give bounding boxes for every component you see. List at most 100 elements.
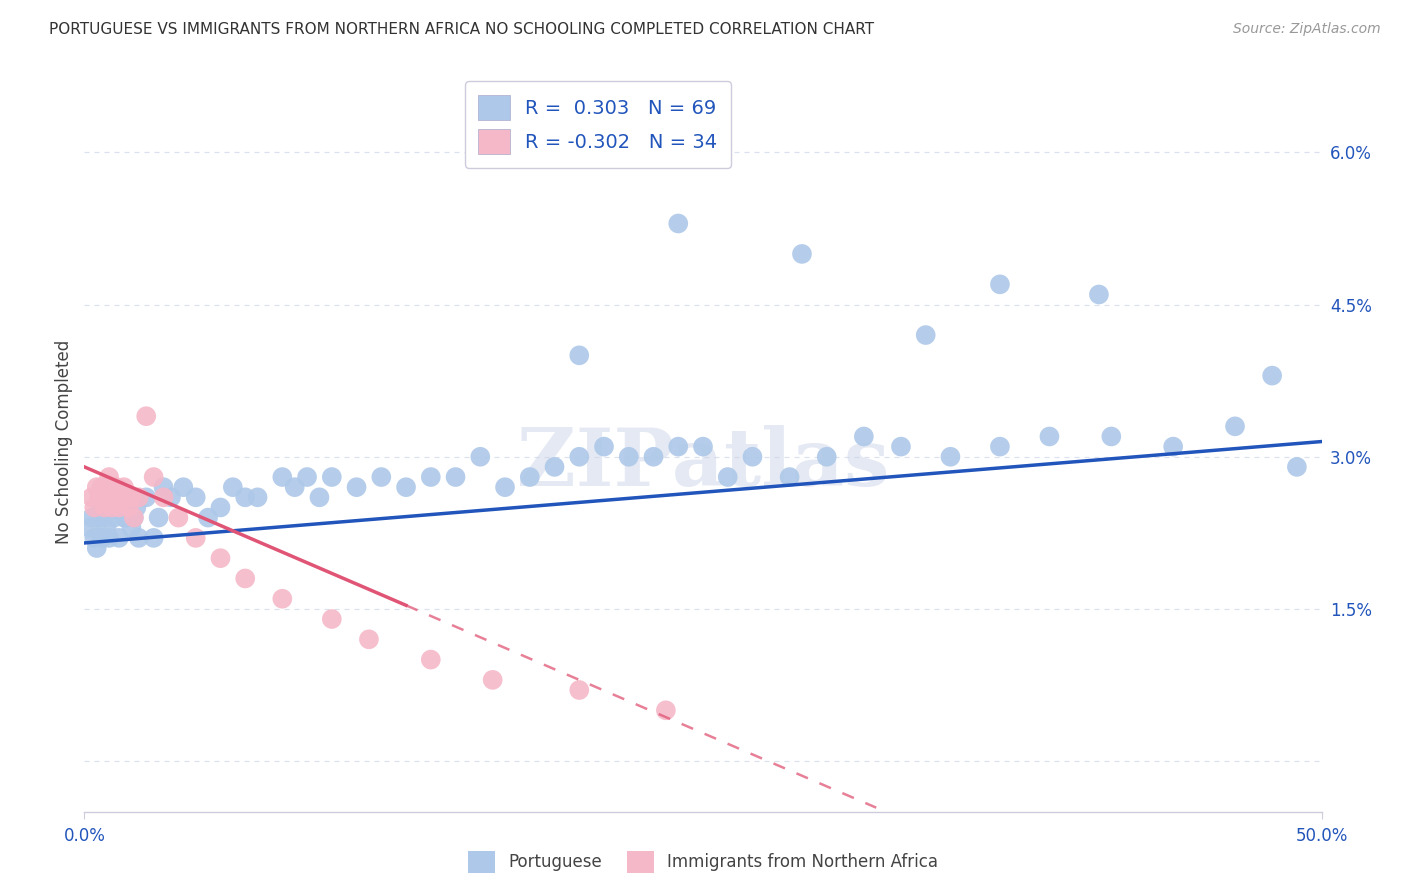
Point bbox=[135, 491, 157, 505]
Point bbox=[914, 328, 936, 343]
Point bbox=[988, 440, 1011, 454]
Point bbox=[284, 480, 307, 494]
Point bbox=[568, 348, 591, 362]
Legend: R =  0.303   N = 69, R = -0.302   N = 34: R = 0.303 N = 69, R = -0.302 N = 34 bbox=[465, 81, 731, 168]
Point bbox=[112, 510, 135, 524]
Point bbox=[152, 491, 174, 505]
Point bbox=[852, 429, 875, 443]
Point bbox=[222, 480, 245, 494]
Point bbox=[481, 673, 503, 687]
Point bbox=[1161, 440, 1184, 454]
Point bbox=[108, 500, 131, 515]
Point bbox=[96, 491, 118, 505]
Point bbox=[419, 652, 441, 666]
Point bbox=[115, 510, 138, 524]
Point bbox=[142, 470, 165, 484]
Point bbox=[666, 217, 689, 231]
Point bbox=[167, 510, 190, 524]
Point bbox=[120, 521, 142, 535]
Point bbox=[172, 480, 194, 494]
Point bbox=[98, 480, 121, 494]
Point bbox=[125, 500, 148, 515]
Point bbox=[148, 510, 170, 524]
Point bbox=[122, 510, 145, 524]
Point bbox=[370, 470, 392, 484]
Point bbox=[118, 491, 141, 505]
Point bbox=[988, 277, 1011, 292]
Point bbox=[152, 480, 174, 494]
Point bbox=[86, 480, 108, 494]
Point bbox=[100, 500, 122, 515]
Point bbox=[90, 531, 112, 545]
Point bbox=[233, 491, 256, 505]
Point bbox=[271, 591, 294, 606]
Point bbox=[120, 491, 142, 505]
Point bbox=[79, 521, 101, 535]
Text: ZIPatlas: ZIPatlas bbox=[517, 425, 889, 503]
Point bbox=[89, 491, 111, 505]
Point bbox=[643, 450, 665, 464]
Point bbox=[346, 480, 368, 494]
Point bbox=[395, 480, 418, 494]
Point bbox=[233, 571, 256, 585]
Point bbox=[98, 491, 121, 505]
Point bbox=[1223, 419, 1246, 434]
Point bbox=[98, 531, 121, 545]
Point bbox=[519, 470, 541, 484]
Point bbox=[666, 440, 689, 454]
Point bbox=[246, 491, 269, 505]
Y-axis label: No Schooling Completed: No Schooling Completed bbox=[55, 340, 73, 543]
Point bbox=[790, 247, 813, 261]
Point bbox=[135, 409, 157, 424]
Point bbox=[357, 632, 380, 647]
Point bbox=[419, 470, 441, 484]
Point bbox=[568, 450, 591, 464]
Point bbox=[779, 470, 801, 484]
Point bbox=[100, 500, 122, 515]
Point bbox=[321, 470, 343, 484]
Point bbox=[112, 491, 135, 505]
Text: PORTUGUESE VS IMMIGRANTS FROM NORTHERN AFRICA NO SCHOOLING COMPLETED CORRELATION: PORTUGUESE VS IMMIGRANTS FROM NORTHERN A… bbox=[49, 22, 875, 37]
Point bbox=[118, 500, 141, 515]
Point bbox=[1285, 459, 1308, 474]
Point bbox=[110, 500, 132, 515]
Point bbox=[815, 450, 838, 464]
Point bbox=[655, 703, 678, 717]
Point bbox=[1099, 429, 1122, 443]
Point bbox=[568, 683, 591, 698]
Point bbox=[96, 521, 118, 535]
Point bbox=[86, 541, 108, 555]
Point bbox=[197, 510, 219, 524]
Point bbox=[494, 480, 516, 494]
Point bbox=[184, 531, 207, 545]
Point bbox=[543, 459, 565, 474]
Point bbox=[890, 440, 912, 454]
Text: Source: ZipAtlas.com: Source: ZipAtlas.com bbox=[1233, 22, 1381, 37]
Point bbox=[103, 510, 125, 524]
Point bbox=[128, 531, 150, 545]
Point bbox=[184, 491, 207, 505]
Point bbox=[160, 491, 183, 505]
Point bbox=[321, 612, 343, 626]
Point bbox=[105, 500, 128, 515]
Point bbox=[112, 480, 135, 494]
Point bbox=[295, 470, 318, 484]
Point bbox=[108, 531, 131, 545]
Point bbox=[271, 470, 294, 484]
Point bbox=[470, 450, 492, 464]
Point bbox=[93, 510, 115, 524]
Point bbox=[93, 500, 115, 515]
Point bbox=[89, 510, 111, 524]
Point bbox=[209, 551, 232, 566]
Point bbox=[142, 531, 165, 545]
Point bbox=[692, 440, 714, 454]
Point bbox=[1088, 287, 1111, 301]
Point bbox=[308, 491, 330, 505]
Point bbox=[98, 470, 121, 484]
Point bbox=[593, 440, 616, 454]
Point bbox=[105, 480, 128, 494]
Point bbox=[1038, 429, 1060, 443]
Point bbox=[80, 510, 103, 524]
Point bbox=[103, 491, 125, 505]
Legend: Portuguese, Immigrants from Northern Africa: Portuguese, Immigrants from Northern Afr… bbox=[461, 845, 945, 880]
